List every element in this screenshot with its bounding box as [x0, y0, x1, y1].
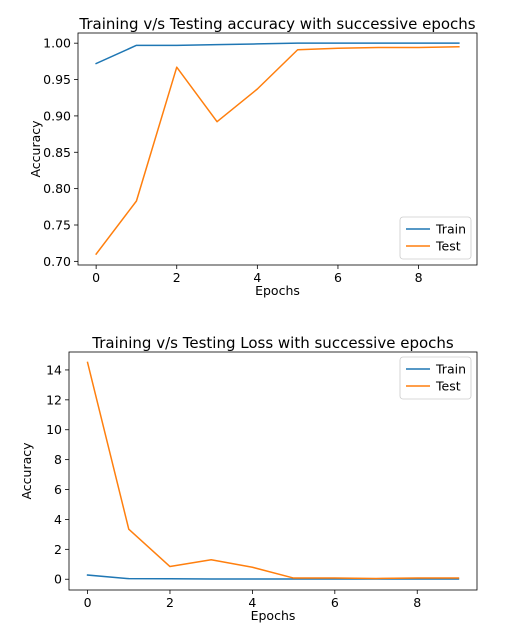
x-axis-label: Epochs: [251, 608, 296, 623]
legend-box: [399, 356, 472, 400]
x-tick-label: 8: [413, 595, 421, 610]
y-tick-label: 0.75: [43, 218, 71, 233]
y-tick-label: 0.90: [43, 108, 71, 123]
series-line-test: [86, 361, 460, 580]
plot-frame: [68, 351, 478, 591]
legend-box: [399, 216, 472, 260]
y-tick-label: 12: [46, 392, 62, 407]
legend: Train Test: [399, 216, 472, 260]
x-tick-label: 2: [166, 595, 174, 610]
y-axis-label: Accuracy: [19, 442, 34, 500]
plot-frame: [77, 32, 478, 266]
x-tick-label: 4: [253, 270, 261, 285]
y-tick-label: 6: [54, 482, 62, 497]
y-tick-label: 0.80: [43, 181, 71, 196]
y-tick-label: 0.95: [43, 72, 71, 87]
chart-2: Training v/s Testing Loss with successiv…: [19, 334, 478, 623]
y-tick-label: 1.00: [43, 36, 71, 51]
chart-title: Training v/s Testing accuracy with succe…: [78, 15, 475, 33]
legend-label-train: Train: [435, 222, 466, 237]
x-tick-label: 6: [334, 270, 342, 285]
y-tick-label: 14: [46, 362, 62, 377]
x-tick-label: 8: [415, 270, 423, 285]
x-tick-label: 0: [84, 595, 92, 610]
legend-label-train: Train: [435, 362, 466, 377]
y-tick-label: 0.85: [43, 145, 71, 160]
x-axis-label: Epochs: [255, 283, 300, 298]
x-tick-label: 0: [92, 270, 100, 285]
y-tick-label: 0: [54, 572, 62, 587]
x-tick-label: 4: [248, 595, 256, 610]
y-tick-label: 0.70: [43, 254, 71, 269]
x-tick-label: 2: [173, 270, 181, 285]
legend: Train Test: [399, 356, 472, 400]
y-tick-label: 8: [54, 452, 62, 467]
chart-title: Training v/s Testing Loss with successiv…: [91, 334, 454, 352]
series-line-train: [95, 42, 460, 65]
y-axis-label: Accuracy: [28, 120, 43, 178]
y-tick-label: 4: [54, 512, 62, 527]
legend-label-test: Test: [435, 239, 461, 254]
legend-label-test: Test: [435, 379, 461, 394]
x-tick-label: 6: [331, 595, 339, 610]
chart-1: Training v/s Testing accuracy with succe…: [28, 15, 478, 298]
series-line-test: [95, 46, 460, 256]
y-tick-label: 10: [46, 422, 62, 437]
y-tick-label: 2: [54, 542, 62, 557]
